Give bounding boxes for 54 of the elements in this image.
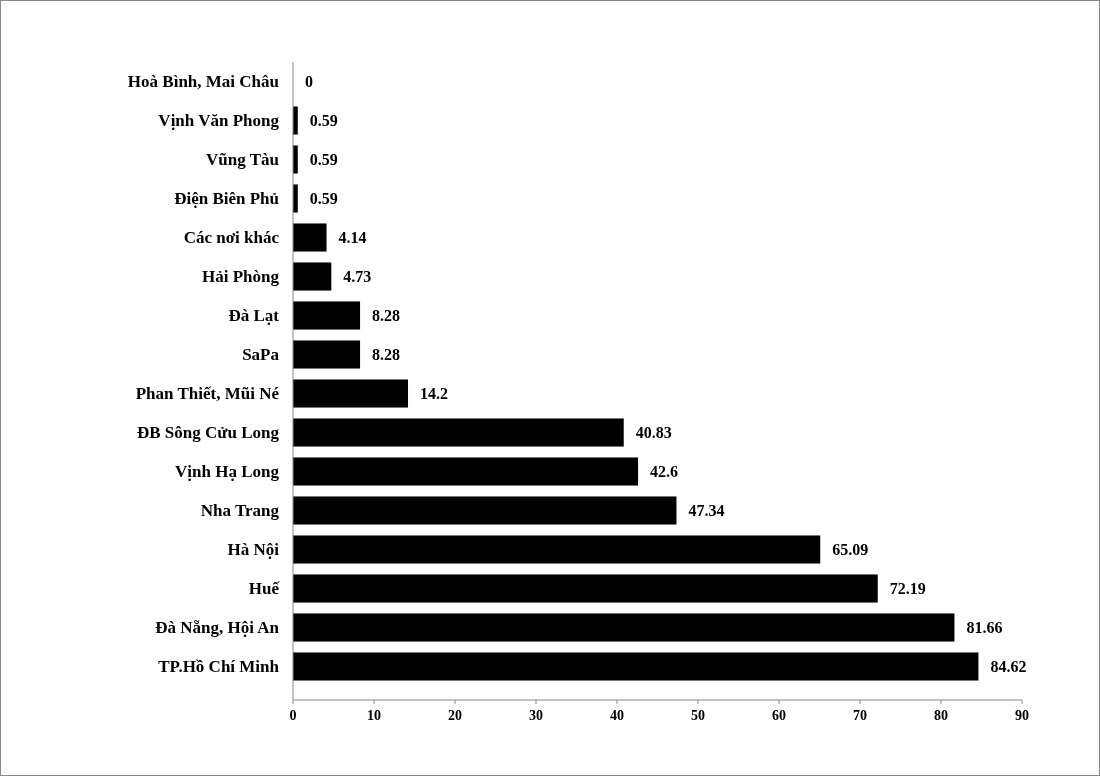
y-tick-label: Phan Thiết, Mũi Né: [135, 384, 280, 404]
y-tick-label: Các nơi khác: [183, 228, 280, 248]
bar: [293, 496, 677, 525]
y-tick-label: Huế: [248, 579, 281, 599]
data-label: 4.14: [338, 229, 367, 247]
data-label: 0.59: [309, 112, 338, 130]
data-label: 84.62: [990, 658, 1027, 676]
bar: [293, 379, 409, 408]
bar: [293, 340, 361, 369]
y-tick-label: ĐB Sông Cửu Long: [136, 423, 280, 443]
x-tick-label: 30: [529, 708, 543, 723]
y-tick-label: Vịnh Hạ Long: [175, 462, 280, 482]
y-tick-label: TP.Hồ Chí Minh: [158, 657, 280, 677]
data-label: 8.28: [372, 346, 401, 364]
bar: [293, 262, 332, 291]
data-label: 0.59: [309, 151, 338, 169]
y-tick-label: Vũng Tàu: [206, 150, 279, 170]
bar: [293, 223, 327, 252]
bar: [293, 574, 878, 603]
y-tick-label: Hải Phòng: [202, 267, 280, 287]
bar: [293, 418, 624, 447]
y-tick-label: SaPa: [242, 345, 280, 365]
data-label: 14.2: [420, 385, 449, 403]
bar: [293, 535, 821, 564]
x-tick-label: 20: [448, 708, 462, 723]
y-tick-label: Điện Biên Phủ: [174, 189, 279, 209]
y-tick-label: Đà Lạt: [228, 306, 280, 326]
bar: [293, 613, 955, 642]
x-tick-label: 70: [853, 708, 867, 723]
data-label: 0: [305, 73, 313, 91]
data-label: 8.28: [372, 307, 401, 325]
x-tick-label: 60: [772, 708, 786, 723]
data-label: 4.73: [343, 268, 372, 286]
y-tick-label: Vịnh Văn Phong: [158, 111, 280, 131]
y-tick-label: Hoà Bình, Mai Châu: [127, 72, 279, 92]
data-label: 72.19: [889, 580, 926, 598]
y-tick-label: Nha Trang: [200, 501, 280, 521]
x-tick-label: 0: [289, 708, 297, 723]
data-label: 0.59: [309, 190, 338, 208]
x-tick-label: 80: [934, 708, 948, 723]
x-tick-label: 10: [367, 708, 381, 723]
y-tick-label: Đà Nẵng, Hội An: [155, 618, 280, 638]
data-label: 42.6: [650, 463, 679, 481]
bar: [293, 301, 361, 330]
bar: [293, 652, 979, 681]
x-tick-label: 90: [1015, 708, 1029, 723]
x-tick-label: 40: [610, 708, 624, 723]
data-label: 40.83: [635, 424, 672, 442]
y-tick-label: Hà Nội: [227, 540, 280, 560]
data-label: 47.34: [688, 502, 725, 520]
x-tick-label: 50: [691, 708, 705, 723]
data-label: 65.09: [832, 541, 869, 559]
bar: [293, 457, 639, 486]
data-label: 81.66: [966, 619, 1003, 637]
